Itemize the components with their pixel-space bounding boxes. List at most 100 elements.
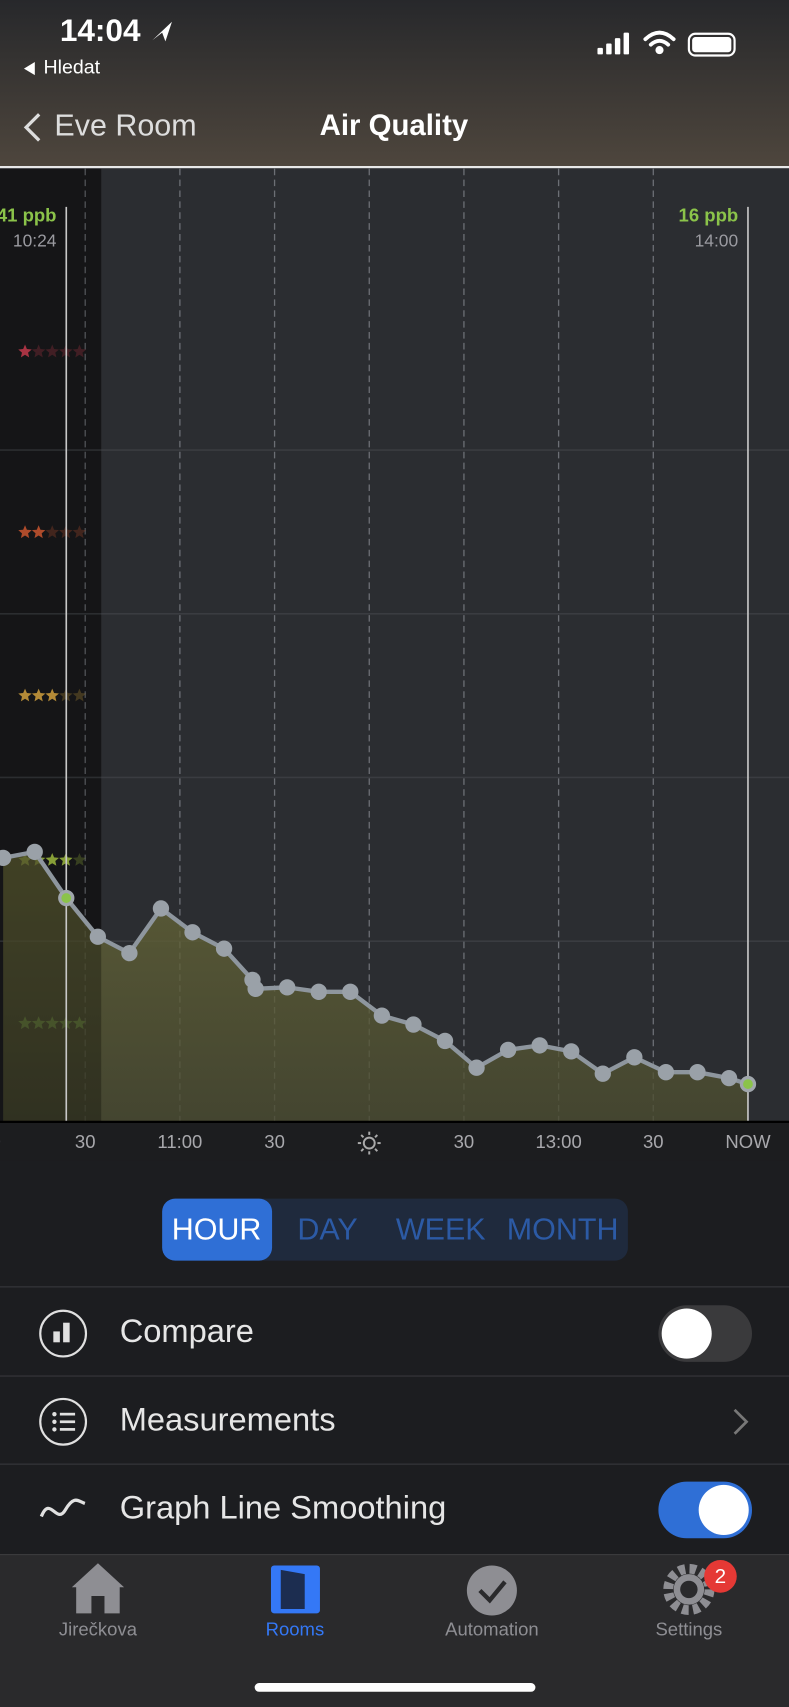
nav-back[interactable]: Eve Room — [54, 108, 196, 142]
period-control — [162, 1198, 628, 1261]
back-chevron[interactable] — [23, 113, 41, 142]
icon-bar — [63, 1322, 70, 1343]
star — [45, 852, 59, 866]
chevron[interactable] — [733, 1408, 749, 1435]
sun-ray — [374, 1134, 379, 1138]
star — [45, 344, 59, 358]
data-point — [310, 983, 327, 1000]
callout-value: 16 ppb — [679, 205, 739, 226]
option-icon — [39, 1498, 86, 1518]
icon-dot — [52, 1411, 57, 1417]
x-tick-label: 11:00 — [157, 1131, 202, 1152]
star — [18, 344, 32, 358]
data-point — [152, 900, 170, 917]
icon-dot — [52, 1427, 57, 1432]
data-point — [594, 1065, 611, 1082]
wifi-icon — [643, 30, 676, 55]
data-point — [121, 944, 138, 962]
x-tick-label: 30 — [75, 1131, 96, 1152]
data-point — [531, 1037, 548, 1054]
data-point — [468, 1059, 485, 1076]
chart: 141 ppb 10:24 16 ppb 14:00 — [0, 168, 789, 1122]
star — [72, 852, 87, 866]
data-point — [215, 940, 233, 957]
x-tick-label: 13:00 — [535, 1131, 581, 1152]
data-point — [626, 1049, 643, 1066]
data-point — [689, 1064, 706, 1081]
sun-ray — [360, 1148, 365, 1152]
nav-title: Air Quality — [320, 109, 469, 142]
period-option[interactable]: DAY — [297, 1212, 357, 1246]
option-label[interactable]: Compare — [120, 1312, 254, 1349]
star — [72, 344, 87, 358]
clock: 14:04 — [60, 12, 141, 48]
data-point — [279, 979, 296, 996]
settings-gear-hub — [673, 1574, 705, 1605]
data-point — [739, 1075, 757, 1093]
callout-time: 14:00 — [695, 230, 739, 250]
status-back[interactable]: Hledat — [44, 57, 101, 79]
data-point — [657, 1064, 675, 1081]
data-point — [247, 980, 264, 998]
star — [31, 688, 46, 702]
badge — [704, 1560, 737, 1593]
star — [72, 525, 87, 539]
battery-level — [692, 37, 732, 53]
star — [45, 688, 59, 702]
option-icon — [39, 1397, 88, 1446]
x-tick-label: 30 — [643, 1131, 664, 1152]
data-point — [563, 1043, 580, 1060]
period-option[interactable]: MONTH — [507, 1212, 619, 1246]
tab-label[interactable]: Settings — [655, 1619, 722, 1640]
toggle-knob — [661, 1308, 712, 1359]
rating-stars — [18, 344, 87, 358]
tab-label[interactable]: Rooms — [266, 1619, 325, 1640]
x-axis-bg — [0, 1121, 789, 1161]
toggle-knob — [698, 1484, 749, 1535]
option-label[interactable]: Measurements — [120, 1400, 336, 1437]
data-point — [405, 1016, 422, 1033]
callout-value: 141 ppb — [0, 205, 56, 226]
automation-icon — [466, 1565, 517, 1616]
area — [3, 851, 748, 1122]
signal-icon — [597, 32, 630, 55]
data-point — [184, 924, 201, 941]
data-point — [0, 849, 12, 867]
data-point — [89, 928, 106, 945]
tab-label[interactable]: Jirečkova — [59, 1619, 138, 1640]
period-option[interactable]: WEEK — [396, 1212, 486, 1246]
callout-time: 10:24 — [13, 230, 57, 250]
tab-labels: Jirečkova Rooms Automation Settings 2 — [59, 1560, 737, 1640]
star — [45, 525, 59, 539]
data-point — [720, 1069, 738, 1087]
sun-core — [362, 1136, 376, 1150]
option-icon — [39, 1309, 88, 1358]
x-tick-label: NOW — [725, 1131, 771, 1152]
settings-gear — [663, 1563, 715, 1616]
data-point — [436, 1032, 454, 1050]
star — [31, 344, 46, 358]
period-option[interactable]: HOUR — [172, 1212, 262, 1246]
x-tick-label: 00 — [0, 1131, 1, 1152]
history-overlay — [0, 168, 102, 1122]
data-point — [499, 1041, 517, 1059]
home-indicator — [254, 1683, 536, 1692]
star — [31, 525, 46, 539]
battery-icon — [687, 32, 736, 57]
tab-bar — [0, 1554, 789, 1707]
star — [18, 688, 32, 702]
x-tick-label: 30 — [264, 1131, 285, 1152]
badge-count: 2 — [715, 1565, 726, 1588]
period-segments: HOUR DAY WEEK MONTH — [162, 1198, 619, 1261]
rooms-door — [280, 1569, 305, 1610]
period-selected — [162, 1198, 273, 1261]
options-list: Compare Measurements Graph Line Smoothing — [0, 1285, 789, 1539]
icon-bar — [53, 1331, 60, 1343]
data-point — [373, 1007, 391, 1024]
option-label[interactable]: Graph Line Smoothing — [120, 1489, 447, 1526]
home-icon — [71, 1563, 125, 1614]
sun-ray — [374, 1148, 379, 1152]
star — [72, 688, 87, 702]
tab-label[interactable]: Automation — [445, 1619, 539, 1640]
